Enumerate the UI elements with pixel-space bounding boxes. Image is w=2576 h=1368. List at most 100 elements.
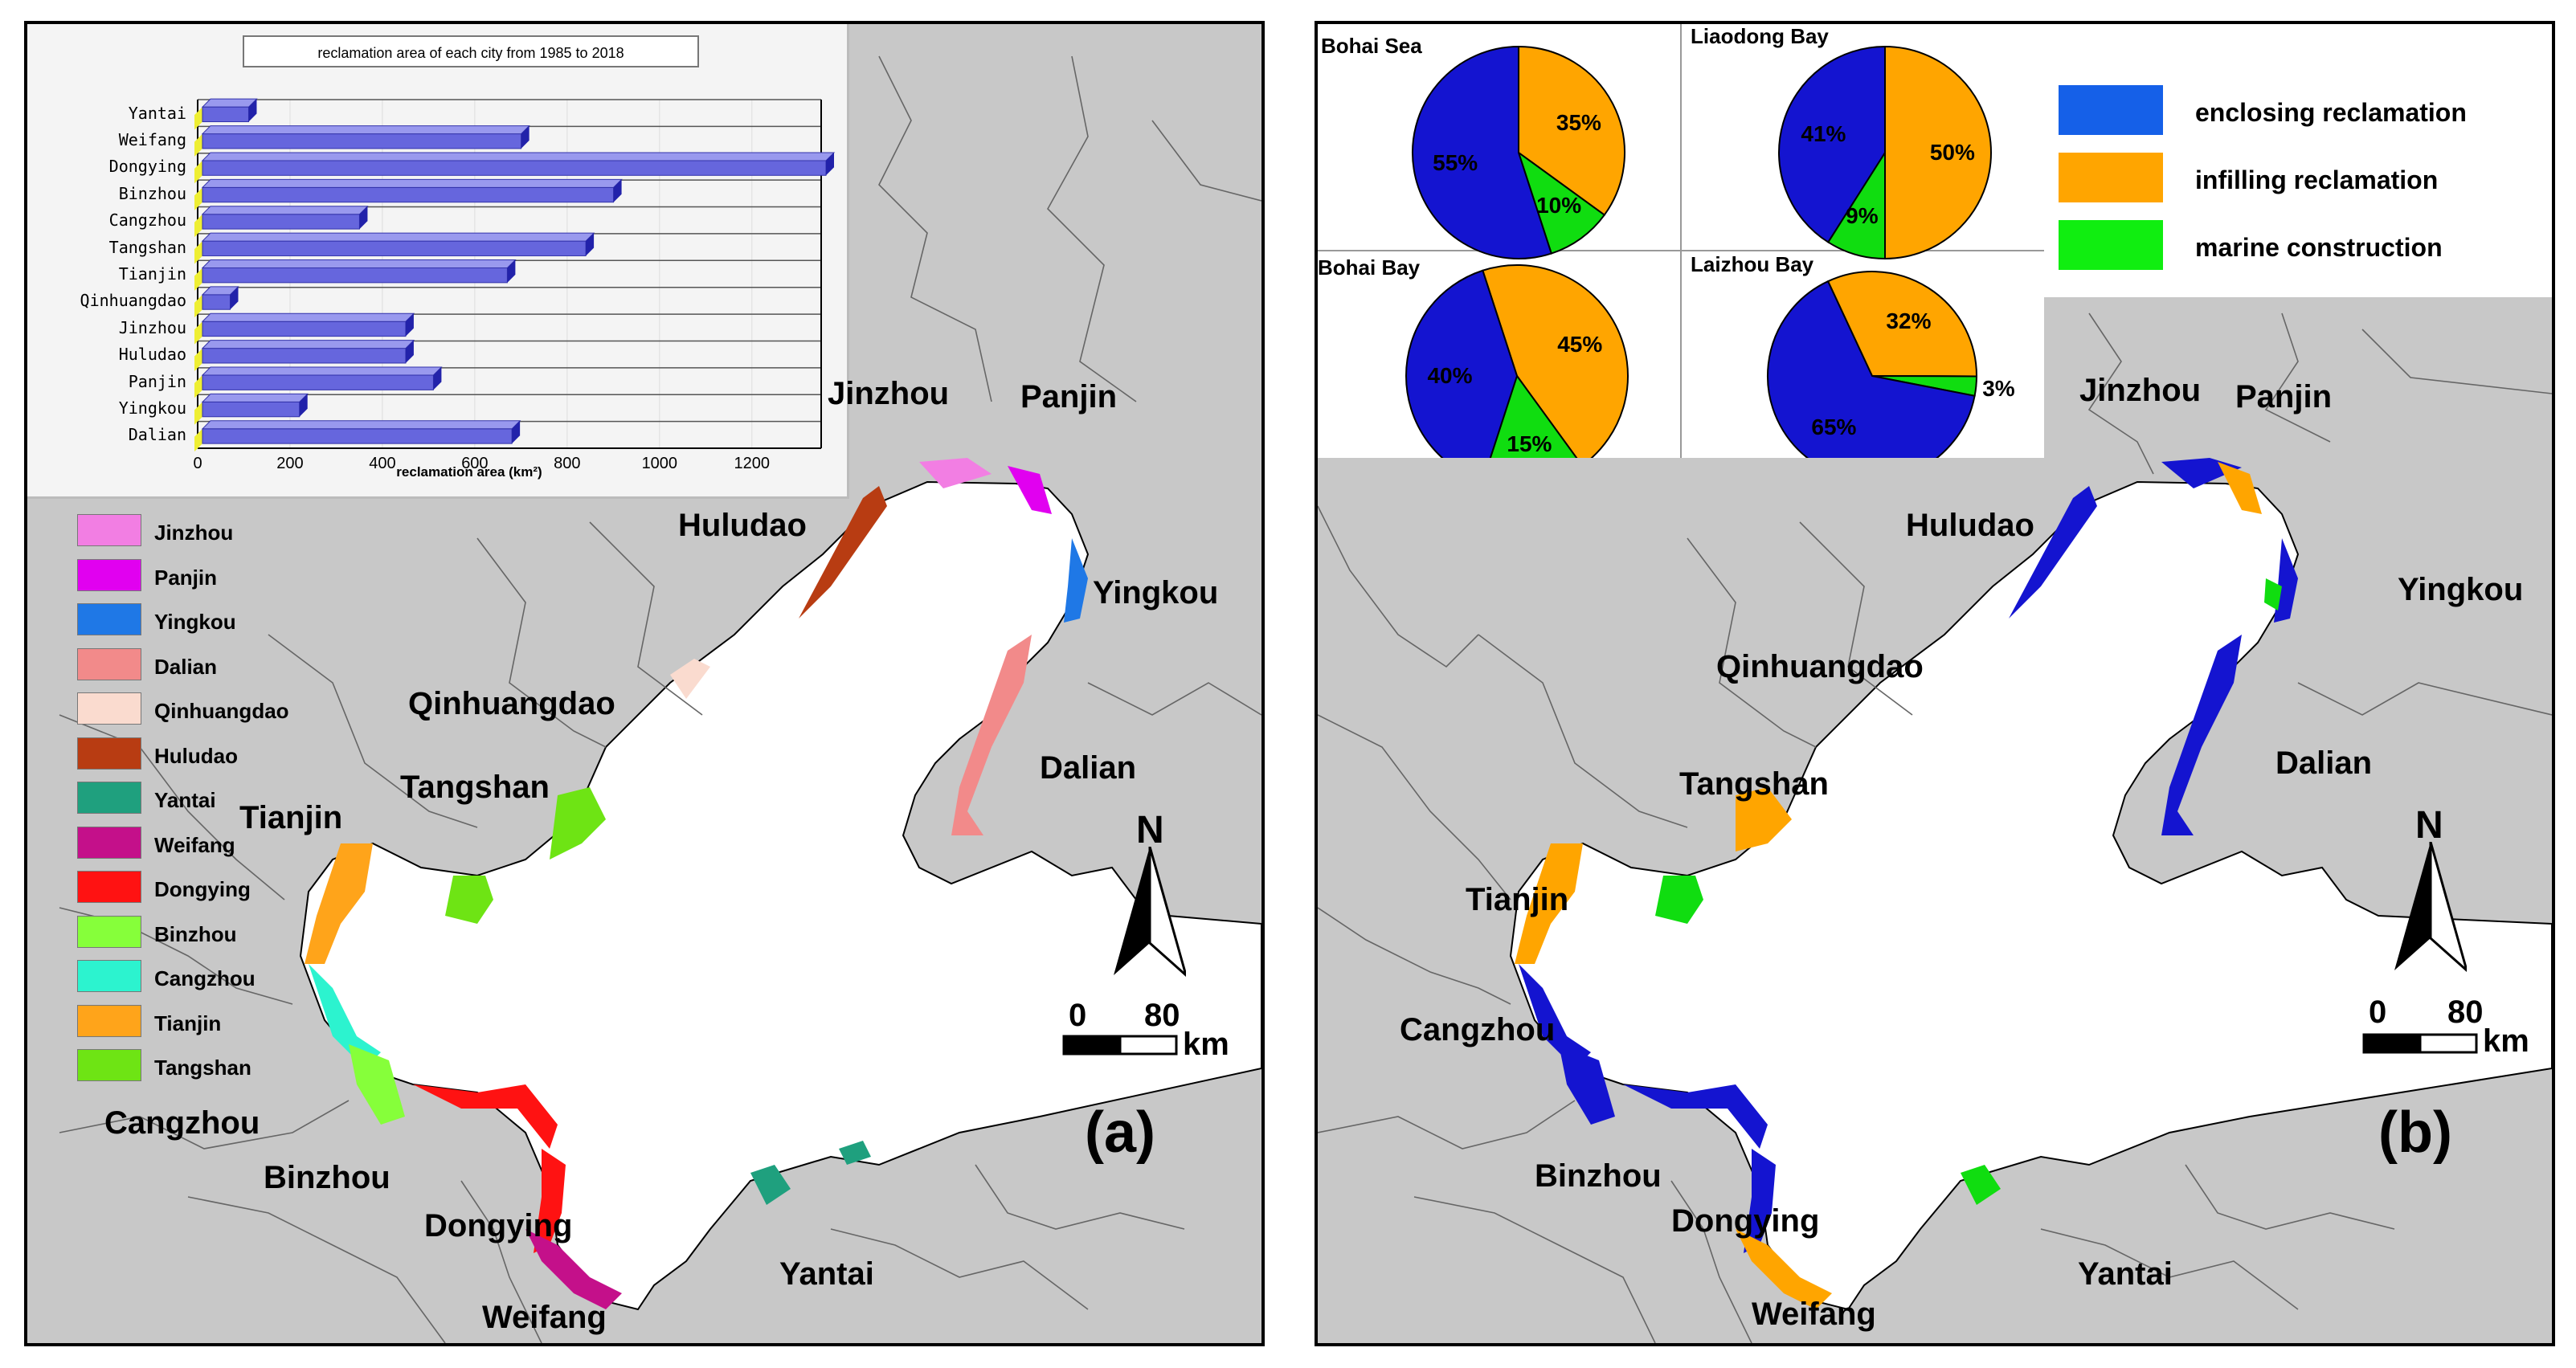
bar-base-marker <box>194 402 202 425</box>
bar-x-tick-label: 400 <box>369 455 396 472</box>
bar-x-tick-label: 600 <box>461 455 489 472</box>
bar-category-label: Yingkou <box>118 398 186 418</box>
bar-base-marker <box>194 107 202 130</box>
bar-base-marker <box>194 428 202 452</box>
bar-dongying <box>202 160 827 176</box>
legend-label: Weifang <box>154 832 235 857</box>
legend-label: infilling reclamation <box>2195 165 2439 194</box>
legend-label: Dongying <box>154 877 251 901</box>
legend-label: Dalian <box>154 654 218 679</box>
pie-chart-inset: 35% 10% 55% Bohai Sea 50% 9% 41% Liaodong Bay 45… <box>1318 24 2044 458</box>
panel-label-b: (b) <box>2378 1101 2452 1165</box>
bar-chart-inset: reclamation area of each city from 1985 … <box>27 24 849 499</box>
city-label-binzhou: Binzhou <box>1535 1158 1662 1194</box>
bar-side-face <box>299 394 308 417</box>
panel-label-a: (a) <box>1085 1101 1155 1165</box>
bar-category-label: Dalian <box>128 425 186 445</box>
bar-category-label: Weifang <box>118 130 186 150</box>
city-label-tianjin: Tianjin <box>239 800 343 835</box>
bar-category-label: Binzhou <box>118 183 186 203</box>
pie-title: Bohai Sea <box>1321 34 1422 58</box>
bar-top-face <box>201 98 258 108</box>
bar-chart-plot <box>194 98 836 452</box>
bar-top-face <box>201 259 517 268</box>
legend-swatch <box>77 558 141 591</box>
bar-yingkou <box>202 401 301 418</box>
city-label-dongying: Dongying <box>424 1208 573 1243</box>
city-label-dongying: Dongying <box>1671 1203 1820 1239</box>
scale-zero-b: 0 <box>2369 994 2387 1030</box>
city-label-dalian: Dalian <box>1040 750 1137 786</box>
city-label-yantai: Yantai <box>2078 1256 2173 1292</box>
bar-base-marker <box>194 133 202 157</box>
legend-swatch <box>77 826 141 859</box>
bohai-sea-a <box>299 480 1261 1311</box>
pie-percent-label: 9% <box>1846 202 1879 228</box>
reclamation-patches-b <box>1515 458 2298 1309</box>
pie-charts <box>1405 45 1992 458</box>
legend-swatch <box>77 1049 141 1081</box>
pie-title: Liaodong Bay <box>1691 24 1829 48</box>
bar-side-face <box>230 286 239 310</box>
bar-panjin <box>202 374 434 390</box>
bar-x-tick-label: 200 <box>276 455 304 472</box>
bar-base-marker <box>194 375 202 398</box>
bohai-sea-b <box>1509 480 2552 1311</box>
city-label-jinzhou: Jinzhou <box>2079 373 2202 408</box>
bar-x-tick-label: 800 <box>554 455 581 472</box>
bar-cangzhou <box>202 214 360 230</box>
pie-laizhou-bay <box>1767 271 1978 458</box>
legend-swatch <box>77 960 141 992</box>
legend-label: Huludao <box>154 743 238 768</box>
north-label-a: N <box>1136 809 1164 851</box>
pie-slice-enclosing <box>1412 45 1553 259</box>
city-label-dalian: Dalian <box>2275 745 2373 781</box>
bar-jinzhou <box>202 321 407 337</box>
city-label-weifang: Weifang <box>482 1300 607 1335</box>
pie-bohai-bay <box>1405 264 1629 458</box>
legend-label: marine construction <box>2195 233 2443 262</box>
pie-slice-enclosing <box>1767 280 1976 458</box>
bar-side-face <box>586 233 595 256</box>
admin-boundaries-b <box>1318 312 2552 1343</box>
bar-top-face <box>201 178 623 188</box>
scale-max-a: 80 <box>1144 998 1180 1033</box>
legend-swatch <box>2059 153 2163 202</box>
legend-swatch <box>77 514 141 546</box>
bar-side-face <box>405 313 414 337</box>
bar-category-labels: Yantai Weifang Dongying Binzhou Cangzhou Tang… <box>27 24 193 474</box>
bar-x-axis-label: reclamation area (km²) <box>396 464 542 480</box>
bar-side-face <box>613 179 622 202</box>
bar-huludao <box>202 348 407 364</box>
bar-x-tick-label: 1200 <box>734 455 771 472</box>
bar-side-face <box>507 259 516 283</box>
scale-unit-a: km <box>1183 1027 1229 1062</box>
bar-base-marker <box>194 321 202 345</box>
city-label-tianjin: Tianjin <box>1466 882 1569 917</box>
legend-label: Jinzhou <box>154 521 234 545</box>
bar-top-face <box>201 366 443 376</box>
bar-top-face <box>201 206 369 215</box>
pie-slice-enclosing <box>1778 45 1886 243</box>
legend-label: Cangzhou <box>154 966 256 990</box>
legend-swatch <box>77 737 141 770</box>
bar-binzhou <box>202 186 615 203</box>
pie-slice-infilling <box>1884 45 1992 260</box>
pie-percent-label: 15% <box>1507 431 1552 456</box>
bar-top-face <box>201 125 530 135</box>
bar-dalian <box>202 428 513 444</box>
pie-percent-label: 40% <box>1427 363 1473 388</box>
city-label-weifang: Weifang <box>1752 1297 1876 1332</box>
pie-slice-marine <box>1489 374 1578 458</box>
pie-title: Laizhou Bay <box>1691 252 1814 276</box>
reclamation-patches-a <box>305 458 1088 1309</box>
bar-top-face <box>201 420 521 430</box>
scale-zero-a: 0 <box>1069 998 1087 1033</box>
scale-bar-a <box>1062 1035 1178 1056</box>
city-label-jinzhou: Jinzhou <box>828 376 950 411</box>
bar-side-face <box>826 152 834 176</box>
pie-percent-label: 45% <box>1557 332 1603 357</box>
legend-label: Yantai <box>154 788 216 812</box>
pie-percent-label: 3% <box>1982 376 2015 401</box>
city-label-cangzhou: Cangzhou <box>1400 1012 1556 1047</box>
